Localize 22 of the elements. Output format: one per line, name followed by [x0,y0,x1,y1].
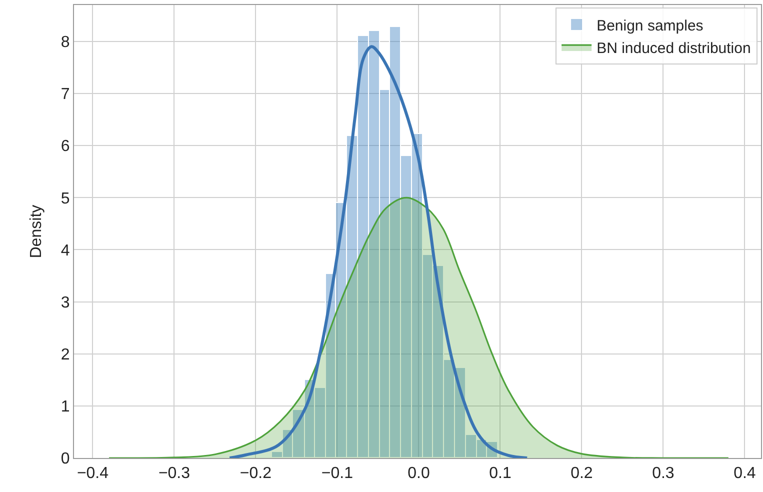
legend-label: BN induced distribution [596,40,751,57]
x-tick-label: −0.3 [158,465,190,482]
y-axis-title: Density [28,204,45,258]
y-tick-label: 2 [60,346,70,364]
x-tick-label: −0.1 [321,465,354,482]
y-tick-label: 7 [60,86,70,104]
x-tick-label: 0.3 [652,465,674,482]
x-tick-label: −0.4 [76,465,109,482]
x-tick-label: 0.4 [734,465,756,482]
x-tick-label: −0.2 [240,465,272,482]
y-tick-label: 3 [60,294,70,312]
x-tick-label: 0.1 [489,465,512,482]
y-tick-label: 5 [60,190,70,208]
line-series [228,45,529,458]
legend-label: Benign samples [596,17,704,34]
y-tick-label: 4 [60,242,70,260]
y-tick-label: 1 [60,398,70,416]
y-tick-label: 0 [60,450,70,468]
y-tick-label: 8 [60,34,70,52]
x-tick-label: 0.2 [570,465,593,482]
x-tick-label: 0.0 [408,465,430,482]
y-tick-label: 6 [60,138,70,156]
